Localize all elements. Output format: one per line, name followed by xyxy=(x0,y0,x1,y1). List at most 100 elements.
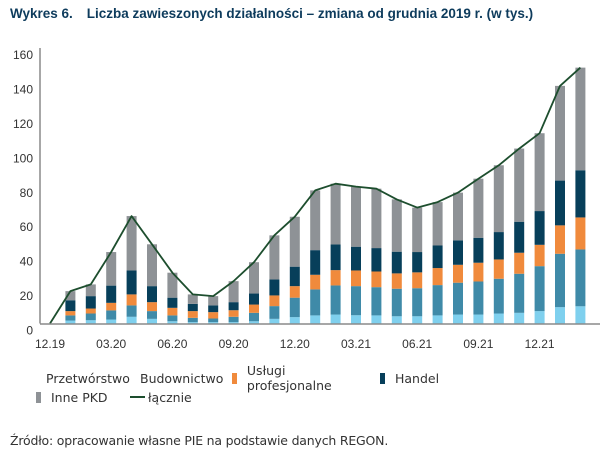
bar-stack-08.20 xyxy=(208,296,219,324)
bar-segment-przetworstwo xyxy=(228,322,239,324)
total-line-group xyxy=(49,66,582,324)
bar-segment-handel xyxy=(147,286,157,303)
bar-segment-budownictwo xyxy=(351,286,361,316)
bar-segment-handel xyxy=(269,279,280,296)
legend-label-inne: Inne PKD xyxy=(51,389,108,405)
bar-segment-budownictwo xyxy=(391,288,402,317)
bar-segment-budownictwo xyxy=(555,253,565,308)
bar-segment-uslugi xyxy=(85,308,96,314)
bar-stack-08.21 xyxy=(453,192,463,324)
bar-segment-uslugi xyxy=(391,273,402,289)
bar-segment-budownictwo xyxy=(228,316,239,323)
source-note: Źródło: opracowanie własne PIE na podsta… xyxy=(10,433,389,448)
legend-item-inne: Inne PKD xyxy=(36,390,130,405)
bar-segment-przetworstwo xyxy=(493,313,504,324)
bar-segment-handel xyxy=(249,293,259,305)
bar-segment-inne xyxy=(85,284,96,297)
bar-segment-inne xyxy=(473,178,484,238)
bar-segment-inne xyxy=(208,296,219,306)
bar-stack-10.21 xyxy=(493,165,504,324)
bar-segment-inne xyxy=(534,133,545,212)
legend-row-2: Inne PKD łącznie xyxy=(36,388,496,406)
y-tick-label: 40 xyxy=(20,255,34,269)
legend-swatch-handel xyxy=(380,372,385,384)
legend-label-handel: Handel xyxy=(395,370,440,386)
chart-title-text: Liczba zawieszonych działalności – zmian… xyxy=(86,6,534,21)
bar-stack-06.20 xyxy=(167,272,178,324)
legend-swatch-inne xyxy=(36,391,41,403)
bar-segment-przetworstwo xyxy=(391,316,402,324)
bar-segment-handel xyxy=(351,246,361,271)
x-tick-label: 06.21 xyxy=(402,337,432,351)
legend-label-budownictwo: Budownictwo xyxy=(140,370,224,386)
bar-segment-uslugi xyxy=(208,312,219,319)
bar-segment-inne xyxy=(289,216,300,267)
bar-stack-03.20 xyxy=(106,252,117,324)
bar-segment-uslugi xyxy=(412,272,423,289)
bar-segment-przetworstwo xyxy=(208,322,219,324)
bar-segment-uslugi xyxy=(453,264,463,283)
legend-swatch-uslugi xyxy=(232,372,237,384)
bar-segment-budownictwo xyxy=(534,266,545,312)
bar-segment-przetworstwo xyxy=(269,318,280,324)
bar-stack-03.21 xyxy=(351,186,361,324)
bar-stack-06.21 xyxy=(412,207,423,324)
bar-segment-przetworstwo xyxy=(453,314,463,324)
bar-segment-uslugi xyxy=(269,295,280,307)
bar-segment-handel xyxy=(453,240,463,265)
bar-segment-przetworstwo xyxy=(412,316,423,324)
bar-segment-budownictwo xyxy=(208,318,219,323)
legend-row-1: Przetwórstwo Budownictwo Usługi profesjo… xyxy=(36,363,496,393)
bar-segment-przetworstwo xyxy=(555,307,565,324)
bar-segment-przetworstwo xyxy=(575,306,586,324)
bar-segment-uslugi xyxy=(126,294,137,306)
bar-segment-inne xyxy=(228,281,239,303)
bar-stack-07.21 xyxy=(432,202,443,324)
legend-label-uslugi: Usługi profesjonalne xyxy=(246,363,332,393)
x-tick-label: 09.21 xyxy=(463,337,493,351)
bar-stack-09.20 xyxy=(228,281,239,324)
bar-stack-11.20 xyxy=(269,235,280,324)
bar-segment-handel xyxy=(208,305,219,313)
bar-segment-uslugi xyxy=(228,310,239,317)
bar-segment-przetworstwo xyxy=(289,317,300,324)
bar-segment-uslugi xyxy=(310,274,321,290)
bar-stack-12.20 xyxy=(289,216,300,324)
total-line xyxy=(49,66,582,324)
bar-segment-uslugi xyxy=(575,217,586,250)
bar-segment-uslugi xyxy=(65,311,76,316)
bar-segment-inne xyxy=(249,262,259,294)
bar-segment-inne xyxy=(167,272,178,298)
bar-stack-04.20 xyxy=(126,216,137,324)
bar-stack-02.20 xyxy=(85,284,96,324)
bar-segment-uslugi xyxy=(371,271,382,288)
bar-segment-przetworstwo xyxy=(371,315,382,324)
bar-segment-przetworstwo xyxy=(473,314,484,324)
bar-segment-inne xyxy=(412,207,423,253)
bar-segment-przetworstwo xyxy=(126,316,137,324)
bar-segment-przetworstwo xyxy=(65,320,76,324)
bar-segment-handel xyxy=(575,170,586,218)
x-tick-label: 06.20 xyxy=(157,337,187,351)
bar-segment-budownictwo xyxy=(167,315,178,322)
legend-swatch-lacznie xyxy=(130,396,145,398)
bar-segment-handel xyxy=(473,237,484,263)
bar-segment-inne xyxy=(514,148,525,222)
bar-segment-handel xyxy=(65,300,76,312)
bar-segment-przetworstwo xyxy=(187,322,198,324)
bar-segment-inne xyxy=(187,294,198,304)
bar-stack-12.21 xyxy=(534,133,545,324)
x-tick-label: 12.19 xyxy=(35,337,65,351)
bar-segment-uslugi xyxy=(249,304,259,313)
bar-segment-inne xyxy=(371,188,382,249)
bar-segment-budownictwo xyxy=(65,315,76,321)
y-tick-label: 140 xyxy=(13,82,33,96)
bar-segment-budownictwo xyxy=(412,288,423,317)
bar-segment-inne xyxy=(453,192,463,241)
bar-segment-handel xyxy=(493,232,504,260)
bar-segment-handel xyxy=(289,266,300,287)
bar-segment-handel xyxy=(187,303,198,312)
bar-segment-budownictwo xyxy=(453,282,463,315)
bar-segment-przetworstwo xyxy=(106,319,117,324)
bar-segment-budownictwo xyxy=(269,306,280,319)
